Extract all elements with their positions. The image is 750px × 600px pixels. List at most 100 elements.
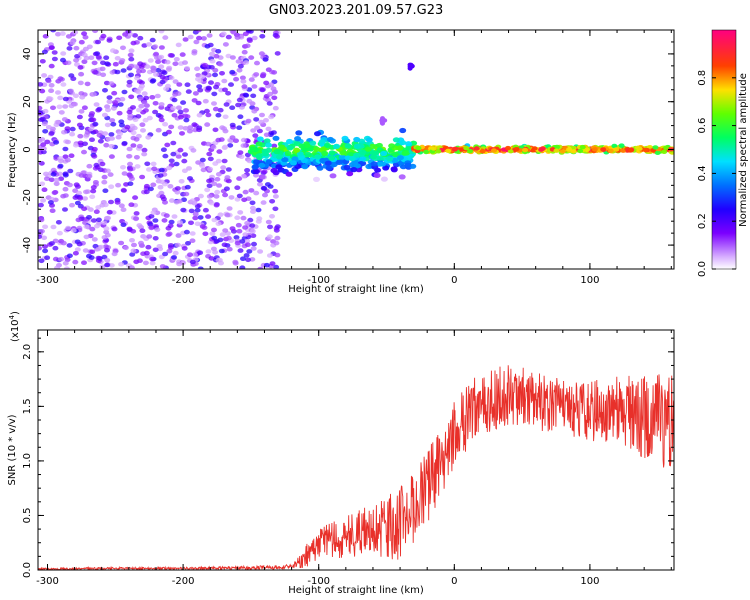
spectrogram-cell: [253, 72, 260, 77]
spectrogram-cell: [146, 167, 152, 172]
spectrogram-cell: [78, 39, 85, 45]
spectrogram-cell: [142, 260, 149, 266]
spectrogram-cell: [266, 253, 273, 258]
spectrogram-cell: [405, 141, 412, 147]
spectrogram-cell: [273, 240, 280, 246]
spectrogram-cell: [90, 185, 97, 190]
spectrogram-cell: [89, 111, 95, 116]
spectrogram-cell: [126, 109, 133, 115]
spectrogram-y-tick-label: -40: [22, 237, 33, 253]
spectrogram-cell: [133, 211, 140, 216]
spectrogram-cell: [102, 244, 109, 249]
spectrogram-cell: [269, 199, 276, 204]
spectrogram-cell: [192, 252, 198, 257]
spectrogram-cell: [253, 190, 260, 196]
spectrogram-cell: [284, 150, 292, 157]
spectrogram-cell: [190, 148, 197, 153]
spectrogram-cell: [164, 59, 171, 65]
spectrogram-cell: [102, 188, 109, 193]
spectrogram-cell: [244, 242, 251, 247]
spectrogram-cell: [141, 147, 148, 153]
spectrogram-cell: [57, 163, 64, 169]
spectrogram-cell: [219, 71, 225, 76]
spectrogram-cell: [86, 163, 93, 169]
snr-y-tick-label: 0.5: [22, 508, 33, 524]
spectrogram-cell: [49, 208, 56, 213]
spectrogram-cell: [68, 88, 74, 94]
spectrogram-x-axis-label: Height of straight line (km): [288, 284, 424, 295]
spectrogram-cell: [379, 161, 387, 167]
spectrogram-cell: [142, 108, 149, 113]
spectrogram-cell: [136, 143, 143, 149]
spectrogram-cell: [154, 93, 161, 99]
spectrogram-cell: [81, 59, 88, 64]
spectrogram-cell: [127, 115, 134, 121]
spectrogram-cell: [77, 80, 84, 86]
spectrogram-cell: [170, 105, 177, 111]
spectrogram-cell: [273, 228, 280, 233]
spectrogram-cell: [172, 92, 179, 97]
spectrogram-cell: [82, 141, 88, 147]
spectrogram-cell: [149, 260, 156, 266]
spectrogram-cell: [152, 101, 159, 106]
spectrogram-cell: [359, 156, 367, 162]
spectrogram-cell: [328, 150, 336, 156]
spectrogram-cell: [234, 197, 241, 202]
spectrogram-cell: [349, 155, 356, 162]
spectrogram-cell: [50, 172, 57, 177]
colorbar-tick-label: 0.0: [697, 261, 708, 277]
spectrogram-cell: [263, 138, 271, 144]
spectrogram-cell: [132, 195, 139, 200]
spectrogram-cell: [127, 181, 134, 186]
spectrogram-cell: [263, 80, 270, 86]
spectrogram-cell: [119, 58, 126, 63]
spectrogram-cell: [55, 31, 61, 37]
spectrogram-x-ticks: -300 -200 -100 0 100: [36, 30, 672, 286]
spectrogram-cell: [158, 64, 165, 69]
spectrogram-cell: [463, 145, 470, 151]
spectrogram-cell: [179, 52, 186, 57]
spectrogram-cell: [313, 176, 320, 182]
spectrogram-cell: [133, 216, 140, 221]
spectrogram-cell: [181, 168, 188, 174]
spectrogram-cell: [60, 57, 66, 63]
spectrogram-cell: [579, 144, 586, 150]
spectrogram-cell: [265, 159, 273, 165]
spectrogram-cell: [59, 31, 66, 36]
spectrogram-cell: [147, 186, 154, 192]
spectrogram-cell: [126, 226, 133, 232]
spectrogram-cell: [86, 215, 92, 220]
spectrogram-cell: [126, 154, 132, 159]
spectrogram-cell: [165, 83, 171, 89]
spectrogram-cell: [117, 131, 123, 136]
spectrogram-cell: [194, 207, 201, 213]
spectrogram-cell: [202, 207, 209, 213]
spectrogram-cell: [45, 78, 52, 84]
spectrogram-cell: [76, 190, 82, 196]
spectrogram-cell: [55, 90, 61, 95]
spectrogram-cell: [53, 140, 60, 145]
spectrogram-cell: [130, 143, 137, 148]
spectrogram-cell: [138, 240, 144, 246]
spectrogram-cell: [157, 173, 164, 178]
spectrogram-cell: [195, 76, 201, 82]
spectrogram-cell: [222, 114, 229, 120]
spectrogram-cell: [130, 40, 137, 46]
spectrogram-cell: [91, 237, 98, 242]
spectrogram-cell: [44, 139, 51, 145]
spectrogram-cell: [137, 35, 144, 41]
spectrogram-cell: [122, 32, 129, 37]
spectrogram-cell: [104, 122, 111, 128]
spectrogram-cell: [225, 178, 232, 184]
spectrogram-cell: [256, 128, 263, 134]
spectrogram-cell: [211, 101, 217, 106]
spectrogram-cell: [205, 112, 212, 118]
spectrogram-cell: [168, 124, 175, 130]
spectrogram-cell: [195, 30, 202, 33]
spectrogram-cell: [40, 198, 47, 203]
spectrogram-cell: [205, 214, 212, 219]
spectrogram-cell: [278, 144, 286, 150]
spectrogram-cell: [208, 80, 214, 85]
spectrogram-cell: [120, 45, 126, 51]
spectrogram-cell: [217, 62, 224, 67]
